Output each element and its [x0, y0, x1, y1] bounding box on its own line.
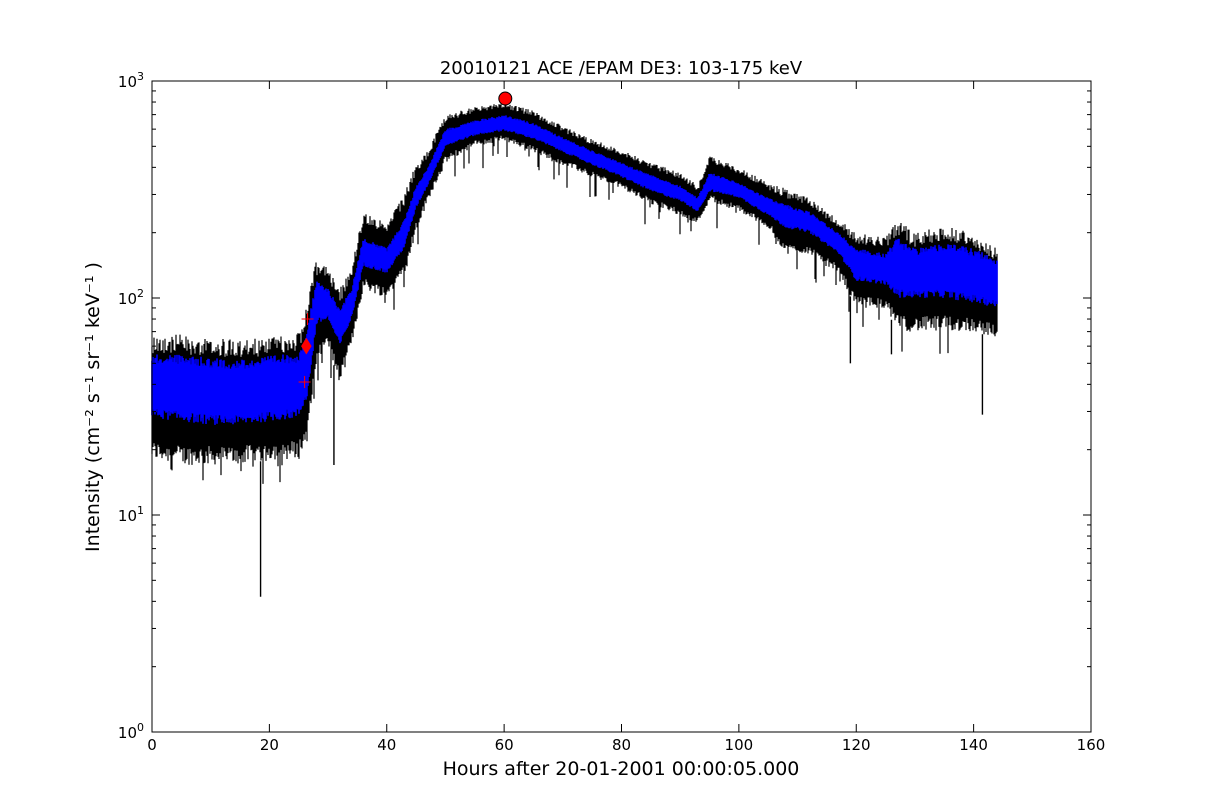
y-tick-label-2: 102 — [118, 287, 144, 308]
x-tick-label-5: 100 — [725, 736, 754, 754]
y-tick-label-3: 103 — [118, 70, 144, 91]
chart-title: 20010121 ACE /EPAM DE3: 103-175 keV — [440, 58, 803, 79]
tick-layer: 0 20 40 60 80 100 120 140 160 100 101 102 103 — [118, 70, 1105, 754]
x-tick-label-8: 160 — [1077, 736, 1106, 754]
plot-layer — [151, 91, 998, 597]
x-tick-label-0: 0 — [147, 736, 157, 754]
marker-plus-3 — [298, 376, 311, 389]
x-tick-label-6: 120 — [842, 736, 871, 754]
marker-plus-2 — [301, 313, 314, 326]
x-tick-label-3: 60 — [495, 736, 514, 754]
x-axis-label: Hours after 20-01-2001 00:00:05.000 — [443, 758, 800, 780]
series-0-path — [151, 104, 998, 484]
markers — [298, 91, 513, 389]
y-tick-label-1: 101 — [118, 504, 144, 525]
y-axis-label: Intensity (cm⁻² s⁻¹ sr⁻¹ keV⁻¹ ) — [82, 262, 104, 552]
x-tick-label-1: 20 — [260, 736, 279, 754]
marker-diamond-1 — [301, 337, 312, 355]
marker-circle-0 — [498, 91, 513, 106]
x-tick-label-7: 140 — [959, 736, 988, 754]
x-tick-label-2: 40 — [377, 736, 396, 754]
series-0 — [151, 104, 998, 484]
x-tick-label-4: 80 — [612, 736, 631, 754]
y-tick-label-0: 100 — [118, 721, 144, 742]
spikes — [259, 296, 984, 597]
